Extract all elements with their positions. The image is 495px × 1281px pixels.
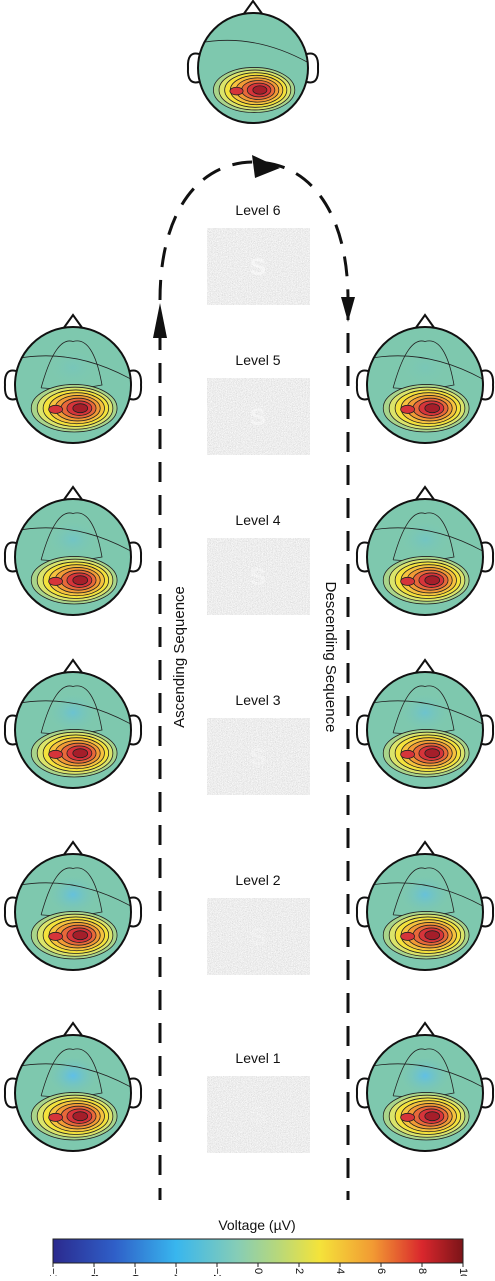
contour [401,577,415,585]
colorbar-tick-label: 4 [334,1268,346,1274]
colorbar-ticks: −10 −8 −6 −4 −2 0 2 4 6 8 10 [47,1263,469,1276]
stimulus-letter: S [250,564,266,591]
contour [49,405,63,413]
stimuli: Level 6 S Level 5 S Level 4 S Level 3 S Level 2 S… [207,202,310,1153]
colorbar-tick-label: −10 [47,1268,59,1276]
contour [401,1113,415,1121]
topomap [5,1023,141,1151]
ascending-label: Ascending Sequence [171,586,188,728]
stimulus-letter: S [250,924,266,951]
contour [49,1113,63,1121]
level-label: Level 6 [235,202,280,218]
colorbar-label: Voltage (µV) [218,1217,295,1233]
contour [401,750,415,758]
level-label: Level 5 [235,352,280,368]
colorbar-tick-label: 10 [457,1268,469,1276]
contour [230,87,243,95]
colorbar-tick-label: 8 [416,1268,428,1274]
arrow-right [252,155,280,178]
stimulus-letter: S [250,744,266,771]
page: Level 6 S Level 5 S Level 4 S Level 3 S Level 2 S… [0,0,495,1281]
contour [49,750,63,758]
stimulus-letter: S [250,1102,266,1129]
colorbar-tick-label: −6 [129,1268,141,1276]
figure: Level 6 S Level 5 S Level 4 S Level 3 S Level 2 S… [0,0,495,1276]
contour [425,931,440,940]
colorbar-tick-label: −2 [211,1268,223,1276]
contour [253,86,267,95]
contour [73,1112,88,1121]
contour [425,749,440,758]
descending-label: Descending Sequence [322,582,339,733]
level-label: Level 3 [235,692,280,708]
arrow-up [153,303,167,338]
level-label: Level 2 [235,872,280,888]
topomap [357,660,493,788]
colorbar-tick-label: 2 [293,1268,305,1274]
topomap [188,1,318,123]
contour [73,404,88,413]
contour [49,932,63,940]
contour [425,576,440,585]
level-label: Level 4 [235,512,280,528]
stimulus-letter: S [250,254,266,281]
topomap [357,1023,493,1151]
topomap [357,315,493,443]
colorbar-tick-label: −4 [170,1268,182,1276]
contour [401,932,415,940]
level-label: Level 1 [235,1050,280,1066]
contour [425,1112,440,1121]
sequence-arrows [160,162,348,1200]
topomap [5,660,141,788]
colorbar [53,1239,463,1263]
arrow-down [341,297,355,322]
topomap [5,315,141,443]
topomap [357,487,493,615]
colorbar-tick-label: −8 [88,1268,100,1276]
colorbar-tick-label: 0 [252,1268,264,1274]
topomap [5,842,141,970]
stimulus-letter: S [250,404,266,431]
contour [73,931,88,940]
colorbar-tick-label: 6 [375,1268,387,1274]
contour [425,404,440,413]
contour [49,577,63,585]
topomap [357,842,493,970]
topomap [5,487,141,615]
contour [73,749,88,758]
contour [73,576,88,585]
contour [401,405,415,413]
